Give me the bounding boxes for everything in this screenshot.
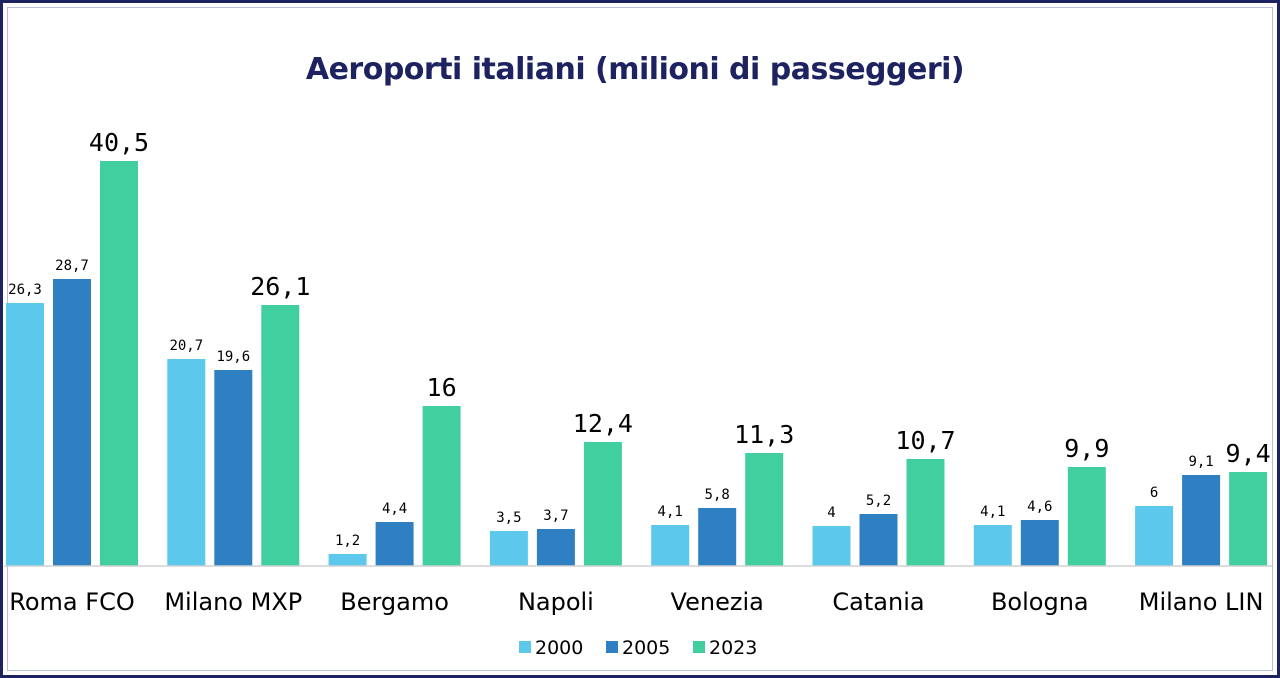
category-label-roma-fco: Roma FCO (9, 588, 134, 616)
bar-napoli-2005 (536, 529, 575, 566)
bar-venezia-2005 (698, 508, 737, 566)
value-label-napoli-2023: 12,4 (573, 409, 633, 438)
bar-catania-2005 (859, 514, 898, 566)
value-label-bologna-2023: 9,9 (1064, 434, 1109, 463)
category-label-napoli: Napoli (518, 588, 594, 616)
category-label-bergamo: Bergamo (340, 588, 449, 616)
value-label-milano-mxp-2000: 20,7 (169, 338, 203, 354)
legend-label-2005: 2005 (622, 637, 670, 659)
bar-napoli-2023 (583, 442, 622, 566)
bar-bergamo-2023 (422, 406, 461, 566)
bar-bologna-2023 (1067, 467, 1106, 566)
bar-catania-2023 (906, 459, 945, 566)
category-label-venezia: Venezia (671, 588, 764, 616)
category-label-bologna: Bologna (991, 588, 1089, 616)
category-label-milano-mxp: Milano MXP (164, 588, 302, 616)
category-label-milano-lin: Milano LIN (1139, 588, 1264, 616)
value-label-milano-mxp-2023: 26,1 (250, 272, 310, 301)
bar-catania-2000 (812, 526, 851, 566)
value-label-venezia-2023: 11,3 (734, 420, 794, 449)
bar-milano-mxp-2023 (261, 305, 300, 566)
value-label-milano-lin-2005: 9,1 (1188, 454, 1213, 470)
category-label-catania: Catania (832, 588, 924, 616)
value-label-milano-lin-2000: 6 (1150, 485, 1158, 501)
value-label-bologna-2005: 4,6 (1027, 499, 1052, 515)
bar-milano-lin-2000 (1135, 506, 1174, 566)
value-label-catania-2000: 4 (827, 505, 835, 521)
value-label-bergamo-2023: 16 (427, 373, 457, 402)
value-label-venezia-2000: 4,1 (658, 504, 683, 520)
value-label-milano-mxp-2005: 19,6 (216, 349, 250, 365)
legend-swatch-2005 (606, 641, 618, 653)
value-label-catania-2023: 10,7 (895, 426, 955, 455)
value-label-bergamo-2000: 1,2 (335, 533, 360, 549)
value-label-roma-fco-2000: 26,3 (8, 282, 42, 298)
bar-roma-fco-2005 (53, 279, 91, 566)
legend-label-2000: 2000 (535, 637, 583, 659)
bar-roma-fco-2023 (100, 161, 138, 566)
bar-milano-lin-2005 (1182, 475, 1221, 566)
bar-bergamo-2000 (328, 554, 367, 566)
bar-bologna-2005 (1020, 520, 1059, 566)
bar-bergamo-2005 (375, 522, 414, 566)
bar-milano-lin-2023 (1229, 472, 1268, 566)
value-label-bologna-2000: 4,1 (980, 504, 1005, 520)
value-label-roma-fco-2005: 28,7 (55, 258, 89, 274)
bar-venezia-2000 (651, 525, 690, 566)
bar-roma-fco-2000 (6, 303, 44, 566)
value-label-bergamo-2005: 4,4 (382, 501, 407, 517)
legend-swatch-2000 (519, 641, 531, 653)
legend-swatch-2023 (693, 641, 705, 653)
value-label-napoli-2005: 3,7 (543, 508, 568, 524)
bar-napoli-2000 (489, 531, 528, 566)
bar-bologna-2000 (973, 525, 1012, 566)
legend-label-2023: 2023 (709, 637, 757, 659)
bar-milano-mxp-2005 (214, 370, 253, 566)
value-label-milano-lin-2023: 9,4 (1226, 439, 1271, 468)
bar-milano-mxp-2000 (167, 359, 206, 566)
bar-venezia-2023 (745, 453, 784, 566)
chart-title: Aeroporti italiani (milioni di passegger… (305, 52, 965, 87)
value-label-roma-fco-2023: 40,5 (89, 128, 149, 157)
value-label-napoli-2000: 3,5 (496, 510, 521, 526)
value-label-catania-2005: 5,2 (866, 493, 891, 509)
value-label-venezia-2005: 5,8 (705, 487, 730, 503)
